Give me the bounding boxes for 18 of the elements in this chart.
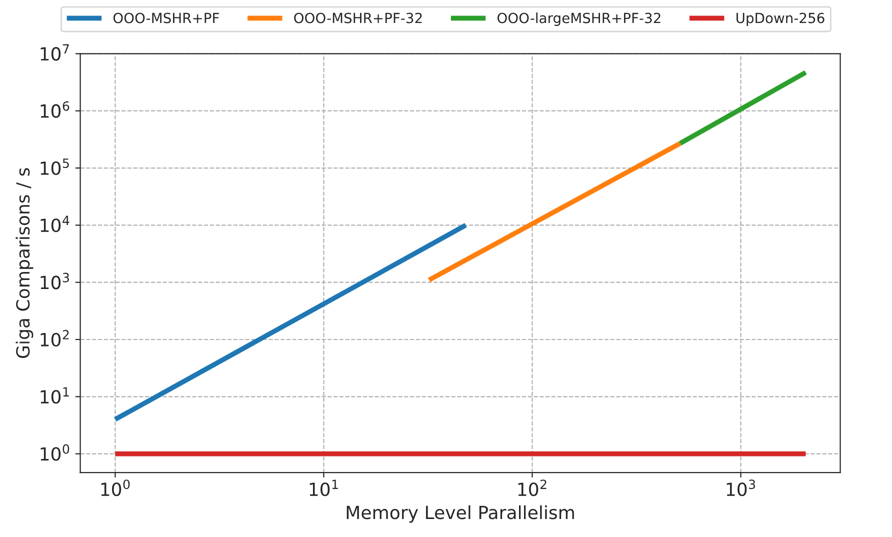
legend-label: OOO-MSHR+PF bbox=[113, 12, 219, 24]
legend-label: OOO-largeMSHR+PF-32 bbox=[498, 12, 660, 26]
y-tick-label: 10$^{4}$ bbox=[40, 216, 70, 232]
y-tick-label: 10$^{2}$ bbox=[40, 330, 69, 346]
legend-label: UpDown-256 bbox=[736, 12, 824, 26]
y-tick-label: 10$^{7}$ bbox=[40, 44, 69, 61]
x-tick-label: 10$^{0}$ bbox=[101, 480, 130, 496]
y-axis-title: Giga Comparisons / s bbox=[16, 168, 34, 358]
x-axis-title: Memory Level Parallelism bbox=[346, 505, 574, 523]
y-tick-label: 10$^{5}$ bbox=[40, 158, 69, 176]
x-tick-label: 10$^{3}$ bbox=[726, 480, 756, 496]
legend-label: OOO-MSHR+PF-32 bbox=[294, 12, 422, 24]
y-tick-label: 10$^{1}$ bbox=[40, 387, 69, 404]
y-tick-label: 10$^{3}$ bbox=[40, 272, 69, 290]
y-tick-label: 10$^{6}$ bbox=[40, 101, 70, 118]
x-tick-label: 10$^{2}$ bbox=[518, 480, 546, 496]
x-tick-label: 10$^{1}$ bbox=[310, 480, 338, 496]
y-tick-label: 10$^{0}$ bbox=[40, 444, 70, 461]
